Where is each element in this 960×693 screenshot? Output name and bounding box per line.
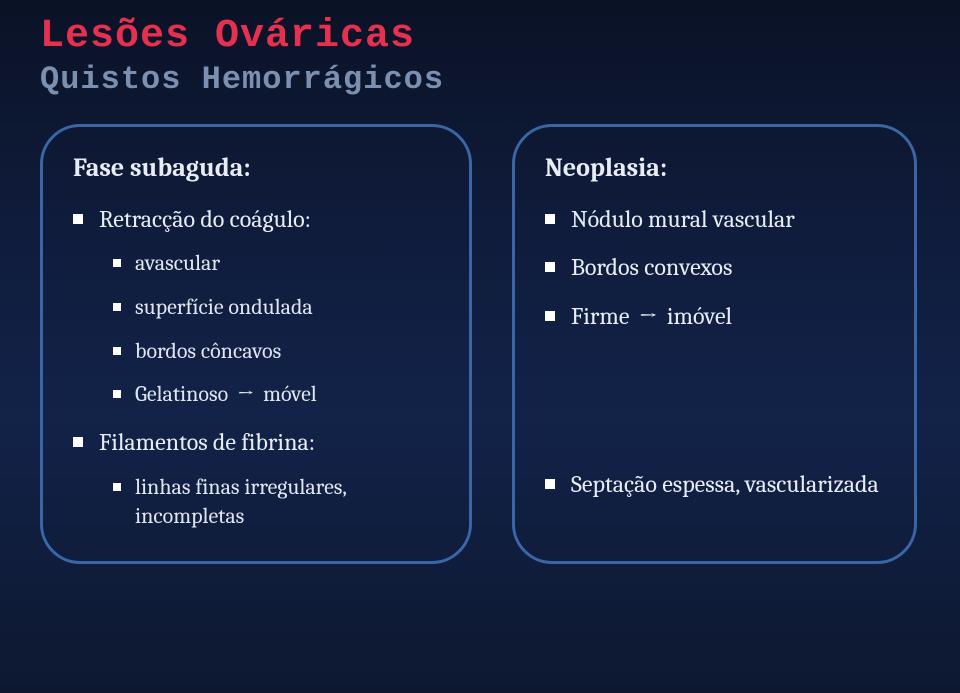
- item-label: Filamentos de fibrina:: [99, 428, 315, 456]
- sub-item: linhas finas irregulares, incompletas: [113, 473, 439, 532]
- slide-header: Lesões Ováricas Quistos Hemorrágicos: [0, 0, 960, 106]
- sublist: avascular superfície ondulada bordos côn…: [113, 249, 439, 410]
- sub-item-label: Gelatinoso: [135, 381, 228, 407]
- item-label: Nódulo mural vascular: [571, 205, 795, 233]
- list-item: Filamentos de fibrina: linhas finas irre…: [73, 426, 439, 532]
- sub-item-label: superfície ondulada: [135, 294, 313, 320]
- item-label: Firme: [571, 302, 629, 330]
- sub-item: bordos côncavos: [113, 337, 439, 367]
- item-label: Septação espessa, vascularizada: [571, 470, 879, 498]
- slide-title: Lesões Ováricas: [40, 14, 920, 59]
- sub-item-label: bordos côncavos: [135, 338, 281, 364]
- sublist: linhas finas irregulares, incompletas: [113, 473, 439, 532]
- right-box: Neoplasia: Nódulo mural vascular Bordos …: [512, 124, 917, 564]
- list-item: Nódulo mural vascular: [545, 203, 884, 235]
- item-label: Bordos convexos: [571, 253, 732, 281]
- slide-subtitle: Quistos Hemorrágicos: [40, 61, 920, 98]
- sub-item-label: avascular: [135, 250, 220, 276]
- sub-item: avascular: [113, 249, 439, 279]
- list-item: Bordos convexos: [545, 251, 884, 283]
- left-list: Retracção do coágulo: avascular superfíc…: [73, 203, 439, 532]
- list-item: Septação espessa, vascularizada: [545, 468, 884, 500]
- right-list-2: Septação espessa, vascularizada: [545, 468, 884, 500]
- sub-item-label: linhas finas irregulares, incompletas: [135, 474, 346, 530]
- sub-item: Gelatinoso → móvel: [113, 380, 439, 410]
- list-item: Retracção do coágulo: avascular superfíc…: [73, 203, 439, 410]
- right-box-title: Neoplasia:: [545, 153, 884, 183]
- arrow-icon: →: [639, 300, 658, 332]
- item-label2: imóvel: [667, 302, 732, 330]
- content-columns: Fase subaguda: Retracção do coágulo: ava…: [0, 106, 960, 564]
- item-label: Retracção do coágulo:: [99, 205, 311, 233]
- arrow-icon: →: [237, 380, 254, 410]
- list-item: Firme → imóvel: [545, 300, 884, 332]
- sub-item: superfície ondulada: [113, 293, 439, 323]
- spacer: [545, 348, 884, 468]
- right-list: Nódulo mural vascular Bordos convexos Fi…: [545, 203, 884, 332]
- sub-item-label2: móvel: [263, 381, 317, 407]
- left-box: Fase subaguda: Retracção do coágulo: ava…: [40, 124, 472, 564]
- left-box-title: Fase subaguda:: [73, 153, 439, 183]
